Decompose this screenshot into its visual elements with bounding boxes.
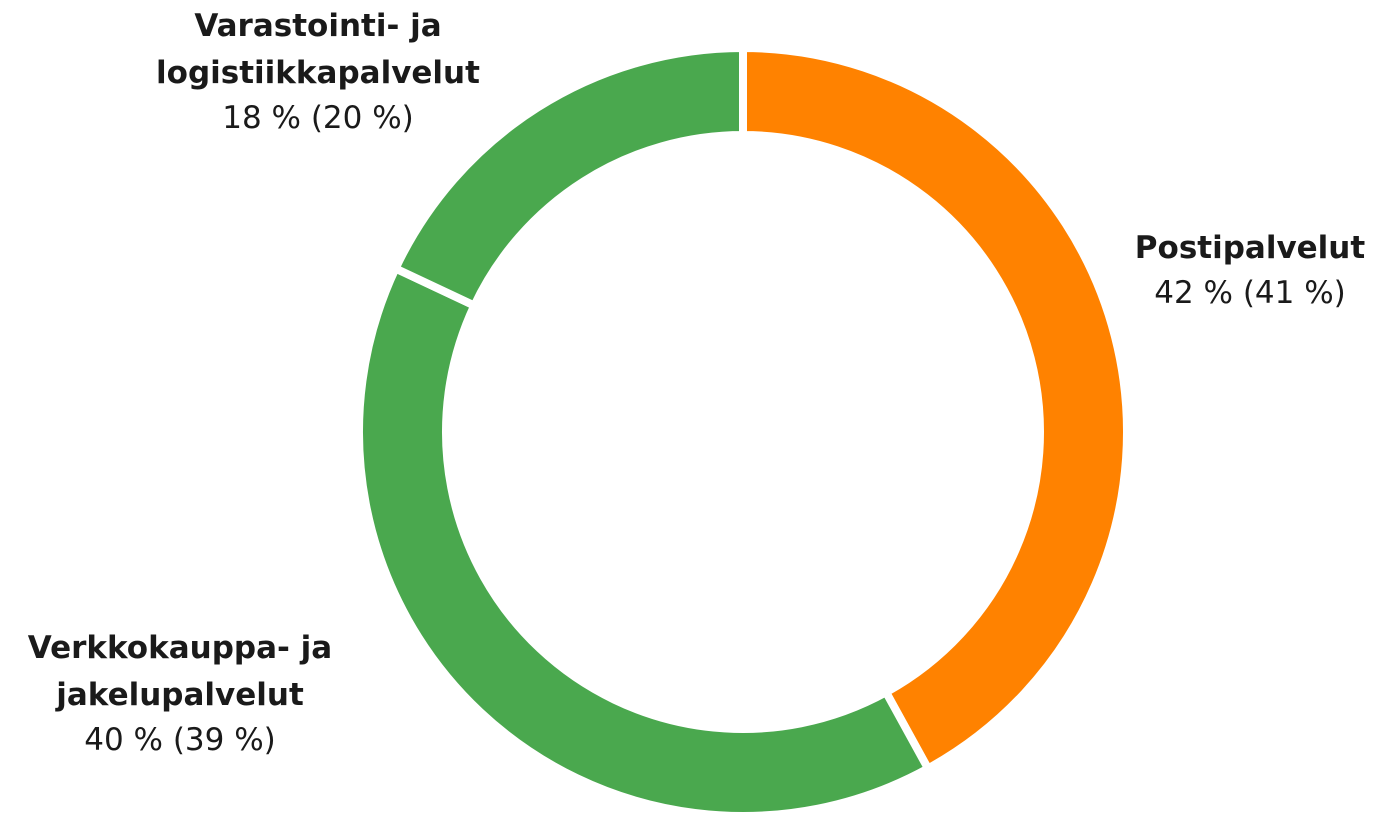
donut-slice <box>390 43 747 311</box>
slice-label: Varastointi- ja logistiikkapalvelut <box>156 8 480 91</box>
label-line: Verkkokauppa- ja <box>28 630 332 666</box>
slice-label: Verkkokauppa- ja jakelupalvelut <box>28 630 332 713</box>
label-line: logistiikkapalvelut <box>156 55 480 91</box>
label-line: Postipalvelut <box>1135 230 1366 266</box>
donut-slice <box>739 43 1131 774</box>
label-line: Varastointi- ja <box>194 8 441 44</box>
value-label: 40 % (39 %) <box>84 722 276 758</box>
slice-label: Postipalvelut <box>1135 230 1366 266</box>
label-line: jakelupalvelut <box>54 677 304 713</box>
value-label: 42 % (41 %) <box>1154 275 1346 311</box>
value-label: 18 % (20 %) <box>222 100 414 136</box>
donut-slice <box>355 263 934 813</box>
